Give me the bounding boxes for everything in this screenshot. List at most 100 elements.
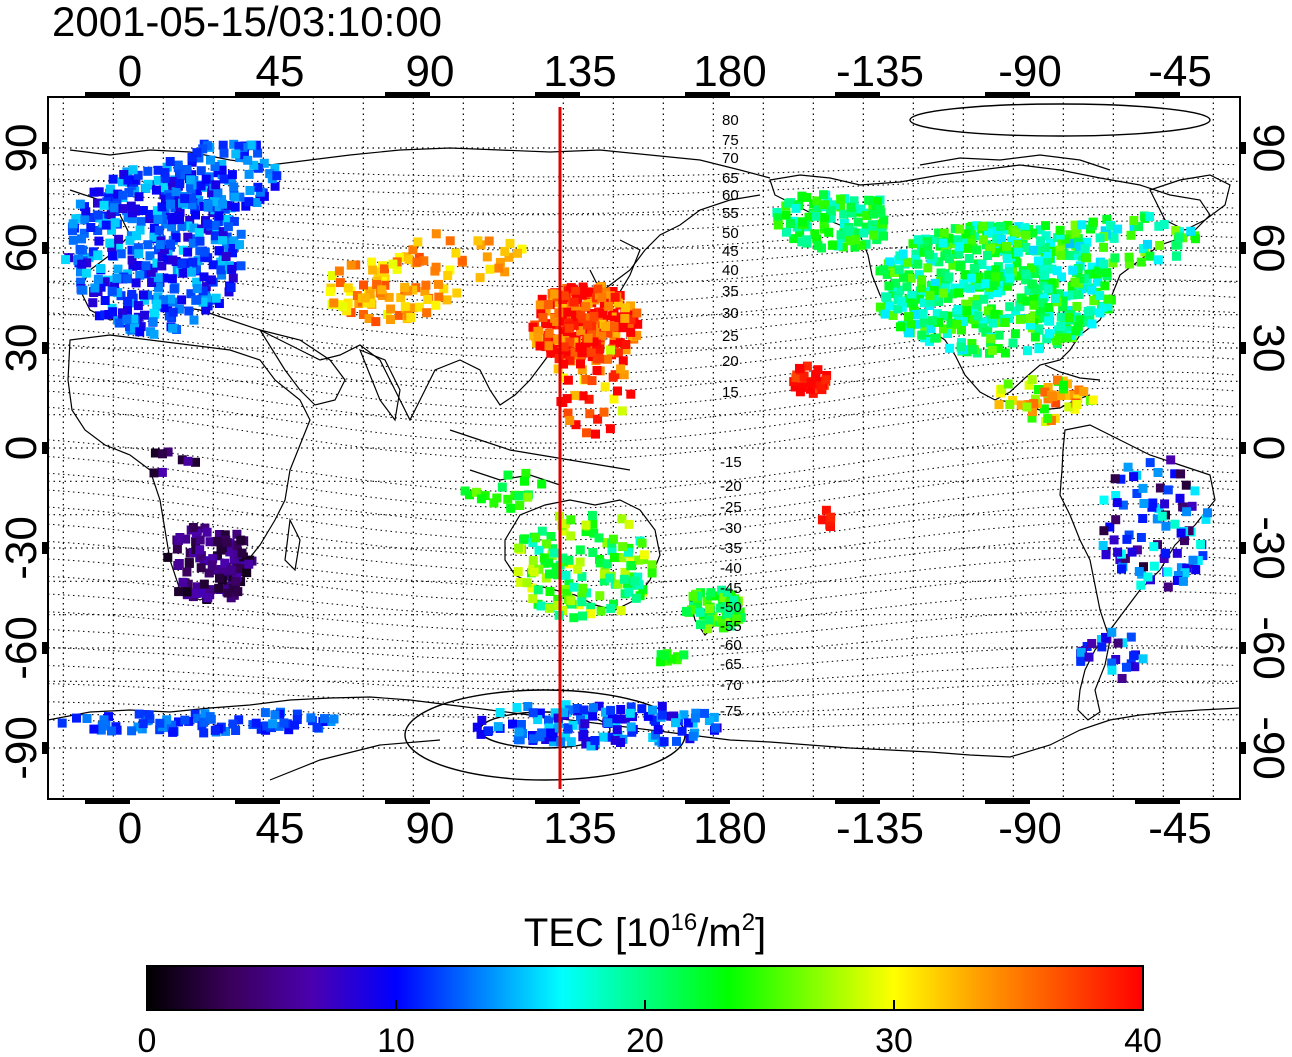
frame-tick xyxy=(385,798,430,804)
tec-cell xyxy=(1035,225,1045,235)
tec-cell xyxy=(79,228,89,238)
tec-cell xyxy=(791,373,801,383)
top-longitude-label: 90 xyxy=(406,47,455,96)
tec-cell xyxy=(826,206,836,215)
tec-cell xyxy=(1046,278,1056,288)
tec-cell xyxy=(915,294,925,304)
tec-cell xyxy=(182,567,192,577)
tec-cell xyxy=(513,735,523,745)
tec-cell xyxy=(423,295,433,304)
tec-cell xyxy=(1028,228,1038,238)
tec-cell xyxy=(618,542,628,552)
tec-cell xyxy=(187,193,196,203)
tec-cell xyxy=(1003,281,1013,291)
tec-cell xyxy=(1084,312,1094,321)
tec-cell xyxy=(1176,563,1186,573)
tec-cell xyxy=(535,708,545,718)
tec-cell xyxy=(1003,220,1013,230)
frame-tick xyxy=(1240,442,1246,454)
tec-cell xyxy=(1013,240,1023,249)
tec-cell xyxy=(576,359,585,369)
frame-tick xyxy=(1240,142,1246,154)
tec-cell xyxy=(1015,314,1025,324)
tec-cell xyxy=(76,267,85,277)
tec-cell xyxy=(210,725,220,735)
tec-cell xyxy=(192,284,202,294)
tec-cell xyxy=(202,141,212,151)
tec-cell xyxy=(582,588,592,598)
tec-cell xyxy=(569,613,579,623)
tec-cell xyxy=(539,553,549,563)
tec-cell xyxy=(1016,293,1026,303)
tec-cell xyxy=(626,301,635,311)
tec-cell xyxy=(320,714,329,724)
tec-cell xyxy=(996,235,1006,244)
tec-cell xyxy=(163,255,173,265)
tec-cell xyxy=(1110,253,1120,263)
tec-cell xyxy=(173,160,183,170)
tec-cell xyxy=(595,558,605,568)
tec-cell xyxy=(559,342,569,352)
tec-cell xyxy=(1191,565,1201,575)
tec-cell xyxy=(196,181,206,191)
tec-cell xyxy=(1127,547,1137,557)
tec-cell xyxy=(620,567,630,577)
tec-cell xyxy=(200,252,210,262)
tec-cell xyxy=(587,376,597,386)
tec-cell xyxy=(826,512,836,522)
tec-cell xyxy=(174,587,184,597)
tec-cell xyxy=(945,254,954,264)
tec-cell xyxy=(1113,224,1123,234)
tec-cell xyxy=(577,290,587,300)
tec-cell xyxy=(953,305,963,315)
tec-cell xyxy=(1041,231,1051,241)
tec-cell xyxy=(71,214,81,224)
tec-cell xyxy=(594,533,604,543)
tec-cell xyxy=(1182,507,1192,517)
tec-cell xyxy=(581,302,591,312)
tec-cell xyxy=(534,564,544,574)
tec-cell xyxy=(985,221,995,231)
tec-cell xyxy=(984,290,994,300)
tec-cell xyxy=(1023,346,1032,356)
tec-cell xyxy=(605,424,615,434)
tec-cell xyxy=(1070,404,1080,414)
tec-cell xyxy=(138,719,148,729)
tec-cell xyxy=(830,200,840,210)
tec-cell xyxy=(1181,480,1191,490)
tec-cell xyxy=(182,587,192,597)
tec-cell xyxy=(1029,300,1039,310)
tec-cell xyxy=(853,217,863,227)
tec-cell xyxy=(620,313,630,323)
tec-cell xyxy=(939,311,949,321)
tec-cell xyxy=(575,545,585,555)
left-latitude-label: 30 xyxy=(0,324,46,373)
tec-cell xyxy=(561,732,571,742)
tec-cell xyxy=(798,217,807,227)
tec-cell xyxy=(987,345,997,355)
tec-cell xyxy=(1053,375,1062,385)
frame-tick xyxy=(85,92,130,98)
tec-cell xyxy=(610,292,620,302)
tec-cell xyxy=(1129,472,1139,482)
tec-cell xyxy=(522,578,532,588)
tec-cell xyxy=(688,731,698,741)
tec-cell xyxy=(679,710,689,720)
tec-cell xyxy=(100,296,110,305)
tec-cell xyxy=(700,708,709,718)
tec-cell xyxy=(672,736,681,746)
tec-cell xyxy=(626,722,636,732)
tec-cell xyxy=(537,526,547,536)
tec-cell xyxy=(696,620,705,630)
tec-cell xyxy=(189,315,199,325)
tec-cell xyxy=(967,238,977,248)
frame-tick xyxy=(42,342,48,354)
bottom-longitude-label: 180 xyxy=(693,804,766,853)
tec-cell xyxy=(513,248,522,258)
tec-cell xyxy=(457,255,467,265)
tec-cell xyxy=(609,553,619,562)
tec-cell xyxy=(888,289,898,299)
tec-cell xyxy=(850,242,860,252)
tec-cell xyxy=(1190,486,1200,496)
tec-cell xyxy=(1064,402,1074,412)
